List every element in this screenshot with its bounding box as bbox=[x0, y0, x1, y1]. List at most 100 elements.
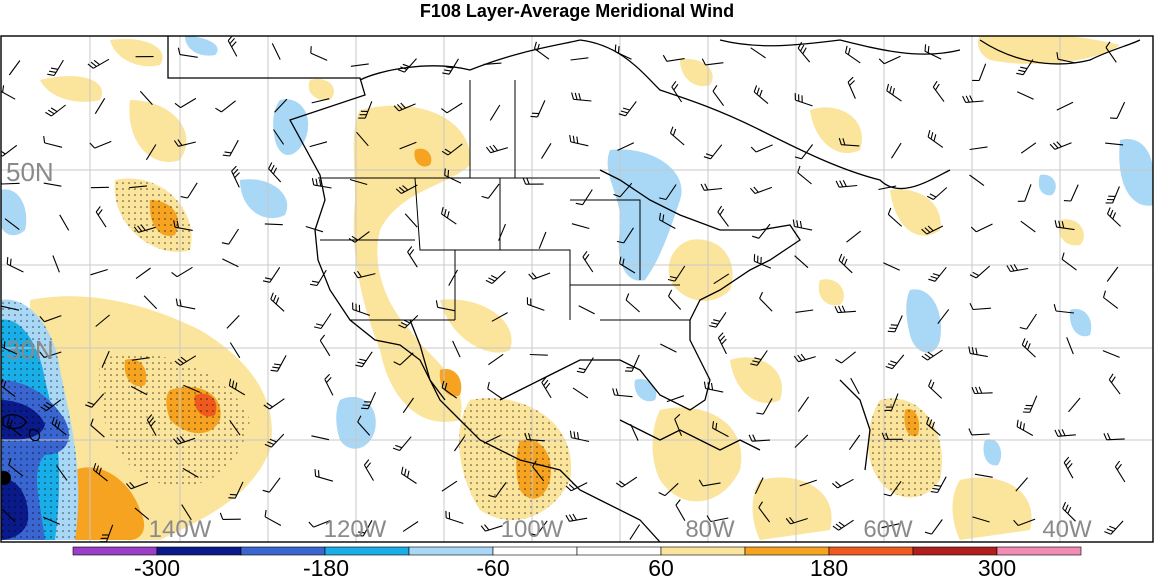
wind-barb-flag bbox=[921, 228, 928, 235]
wind-barb-flag bbox=[705, 153, 713, 157]
wind-barb-flag bbox=[356, 534, 364, 537]
wind-barb-flag bbox=[524, 432, 528, 440]
wind-barb-flag bbox=[569, 134, 572, 142]
wind-barb-flag bbox=[97, 209, 103, 216]
wind-barb-flag bbox=[444, 382, 448, 390]
wind-barb bbox=[231, 170, 240, 188]
colorbar bbox=[72, 546, 1082, 556]
wind-barb bbox=[361, 351, 373, 368]
colorbar-swatch bbox=[828, 546, 914, 556]
wind-barb bbox=[713, 273, 730, 285]
negative-region bbox=[906, 289, 941, 353]
wind-barb-flag bbox=[573, 431, 576, 439]
wind-barb bbox=[94, 98, 106, 114]
wind-barb bbox=[446, 102, 463, 114]
wind-barb-flag bbox=[95, 465, 100, 473]
colorbar-label-60: 60 bbox=[648, 555, 674, 579]
wind-barb-flag bbox=[1104, 531, 1112, 535]
wind-barb-flag bbox=[1064, 504, 1069, 512]
wind-barb bbox=[755, 144, 773, 153]
wind-barb bbox=[177, 304, 196, 310]
wind-barb-flag bbox=[264, 443, 272, 448]
wind-barb-flag bbox=[754, 357, 762, 361]
wind-barb bbox=[446, 517, 464, 525]
wind-barb-flag bbox=[1022, 423, 1025, 431]
wind-barb-flag bbox=[568, 514, 574, 521]
wind-barb bbox=[453, 435, 466, 452]
colorbar-swatch bbox=[156, 546, 242, 556]
wind-barb-flag bbox=[614, 44, 617, 52]
wind-barb-flag bbox=[137, 225, 143, 232]
positive-region bbox=[1058, 219, 1084, 246]
wind-barb-flag bbox=[883, 493, 891, 497]
wind-barb bbox=[364, 101, 373, 119]
wind-barb-flag bbox=[709, 325, 717, 328]
wind-barb bbox=[536, 520, 548, 536]
wind-barb bbox=[975, 265, 991, 279]
wind-barb bbox=[878, 185, 897, 191]
wind-barb-flag bbox=[398, 186, 405, 193]
wind-barb-flag bbox=[545, 382, 551, 390]
wind-barb bbox=[927, 349, 943, 361]
wind-barb-flag bbox=[488, 277, 496, 282]
wind-barb bbox=[101, 350, 110, 368]
colorbar-swatch bbox=[912, 546, 998, 556]
wind-barb bbox=[972, 307, 991, 311]
wind-barb bbox=[570, 57, 589, 61]
wind-barb-flag bbox=[234, 382, 238, 390]
wind-barb bbox=[883, 262, 900, 271]
wind-barb-flag bbox=[847, 76, 854, 83]
colorbar-swatch bbox=[660, 546, 746, 556]
wind-barb bbox=[399, 141, 417, 150]
wind-barb-flag bbox=[50, 107, 58, 113]
wind-barb bbox=[1055, 310, 1074, 314]
wind-barb-flag bbox=[50, 67, 58, 70]
wind-barb bbox=[310, 52, 328, 61]
wind-barb-flag bbox=[179, 436, 186, 443]
wind-barb-flag bbox=[930, 491, 938, 494]
wind-barb-flag bbox=[266, 402, 273, 408]
wind-barb-flag bbox=[173, 220, 176, 228]
wind-barb bbox=[660, 343, 677, 353]
wind-barb-flag bbox=[171, 271, 178, 278]
wind-barb bbox=[759, 298, 773, 312]
wind-barb bbox=[887, 213, 903, 227]
wind-barb-flag bbox=[445, 66, 453, 69]
wind-barb-flag bbox=[536, 43, 540, 51]
wind-barb bbox=[1020, 220, 1036, 233]
wind-barb bbox=[46, 399, 62, 412]
colorbar-swatch bbox=[240, 546, 326, 556]
wind-barb bbox=[972, 516, 990, 523]
positive-region bbox=[818, 279, 844, 306]
wind-barb-flag bbox=[176, 437, 182, 444]
wind-barb bbox=[970, 352, 988, 358]
wind-barb-flag bbox=[800, 353, 806, 361]
wind-barb bbox=[131, 357, 150, 361]
wind-barb bbox=[795, 309, 814, 313]
wind-barb bbox=[891, 142, 902, 159]
wind-barb bbox=[357, 421, 371, 436]
wind-barb-flag bbox=[832, 525, 839, 531]
wind-barb-flag bbox=[835, 523, 842, 529]
wind-barb-flag bbox=[1020, 66, 1028, 70]
wind-barb-flag bbox=[231, 41, 237, 48]
wind-barb bbox=[965, 100, 984, 103]
wind-barb-flag bbox=[224, 151, 232, 154]
wind-barb bbox=[134, 507, 150, 520]
wind-barb bbox=[532, 466, 545, 482]
wind-barb bbox=[130, 481, 148, 490]
wind-barb-flag bbox=[93, 59, 100, 66]
wind-barb-flag bbox=[935, 83, 940, 91]
wind-barb-flag bbox=[395, 444, 403, 449]
wind-barb bbox=[666, 395, 685, 403]
wind-barb-flag bbox=[1013, 519, 1019, 526]
wind-barb-flag bbox=[392, 447, 400, 452]
wind-barb-flag bbox=[797, 354, 803, 362]
wind-barb bbox=[139, 90, 153, 105]
wind-barb-flag bbox=[325, 377, 332, 383]
wind-barb-flag bbox=[578, 367, 586, 371]
wind-barb-flag bbox=[39, 316, 45, 323]
wind-barb-flag bbox=[753, 186, 759, 193]
wind-barb-flag bbox=[838, 305, 842, 313]
wind-barb-flag bbox=[796, 220, 799, 228]
